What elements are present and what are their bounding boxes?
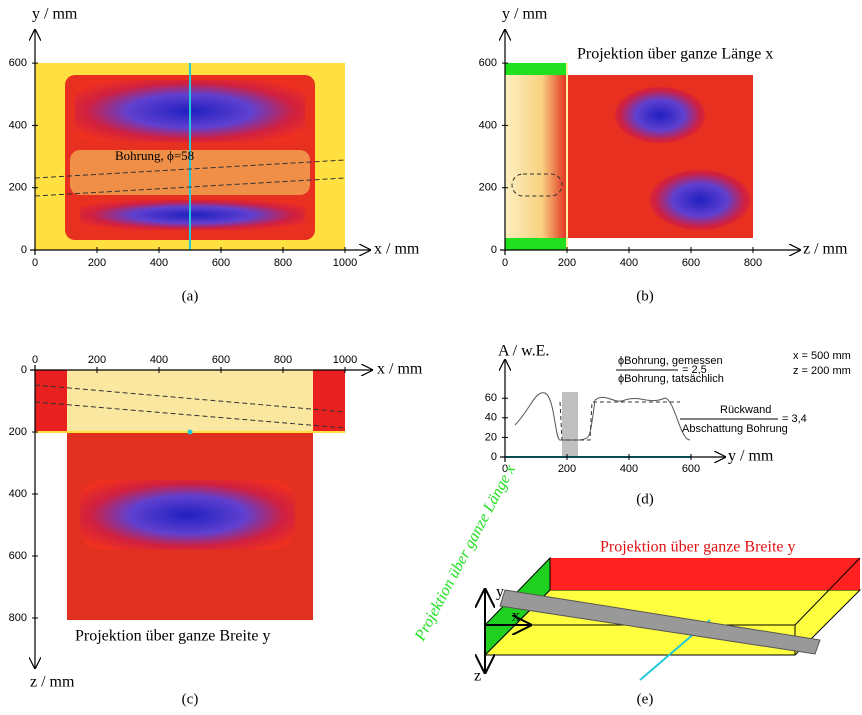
x-tick-label: 0: [32, 354, 38, 366]
y-tick-label: 200: [9, 426, 27, 438]
x-tick-label: 1000: [333, 257, 357, 269]
signal-curve: [514, 392, 691, 441]
x-tick-label: 0: [502, 463, 508, 475]
caption: (b): [636, 288, 654, 304]
heatmap: [650, 170, 750, 230]
heatmap: [80, 480, 295, 550]
x-tick-label: 400: [620, 463, 638, 475]
bore-rod: [499, 589, 821, 655]
x-tick-label: 600: [212, 257, 230, 269]
projection-label: Projektion über ganze Breite y: [600, 539, 796, 556]
panel-title: Projektion über ganze Breite y: [75, 628, 271, 645]
x-tick-label: 400: [620, 257, 638, 269]
heatmap: [505, 63, 567, 250]
bore-edge: [34, 159, 346, 179]
annotation: ϕBohrung, gemessen: [618, 355, 723, 367]
axis-label: y / mm: [728, 448, 774, 465]
panel-b: y / mm z / mm Projektion über ganze Läng…: [479, 6, 848, 305]
axis-label: z / mm: [803, 241, 848, 258]
y-tick-label: 40: [485, 412, 497, 424]
heatmap: [67, 370, 313, 432]
heatmap: [615, 87, 705, 143]
x-tick-label: 200: [88, 257, 106, 269]
x-tick-label: 600: [682, 257, 700, 269]
annotation: Bohrung, ϕ=58: [115, 148, 194, 163]
marker-bar: [505, 63, 567, 75]
parameter: z = 200 mm: [793, 365, 851, 377]
bore-edge: [34, 177, 346, 197]
y-tick-label: 600: [9, 550, 27, 562]
annotation: Abschattung Bohrung: [682, 423, 788, 435]
marker-bar: [35, 370, 67, 432]
x-tick-label: 200: [88, 354, 106, 366]
annotation: Rückwand: [720, 404, 771, 416]
caption: (e): [637, 691, 654, 707]
y-tick-label: 60: [485, 392, 497, 404]
y-tick-label: 200: [479, 182, 497, 194]
x-tick-label: 600: [212, 354, 230, 366]
annotation: ϕBohrung, tatsächlich: [618, 373, 724, 385]
axis-label: x / mm: [377, 361, 423, 378]
axis-label: y / mm: [502, 6, 548, 23]
axis-label: A / w.E.: [498, 343, 549, 360]
model-curve: [559, 401, 680, 441]
x-tick-label: 200: [558, 463, 576, 475]
y-tick-label: 400: [479, 119, 497, 131]
x-tick-label: 400: [150, 354, 168, 366]
y-tick-label: 0: [491, 244, 497, 256]
axis-label: y / mm: [32, 6, 78, 23]
x-tick-label: 800: [274, 257, 292, 269]
bore-outline: [511, 173, 563, 197]
panel-d: A / w.E. y / mm x = 500 mm z = 200 mm ϕB…: [485, 343, 851, 508]
panel-title: Projektion über ganze Länge x: [577, 46, 773, 63]
marker-bar: [313, 370, 345, 432]
y-tick-label: 600: [479, 57, 497, 69]
y-tick-label: 600: [9, 57, 27, 69]
x-tick-label: 200: [558, 257, 576, 269]
caption: (d): [636, 491, 654, 507]
axis-label: x / mm: [374, 241, 420, 258]
y-tick-label: 400: [9, 119, 27, 131]
x-tick-label: 800: [744, 257, 762, 269]
y-tick-label: 0: [491, 451, 497, 463]
x-tick-label: 800: [274, 354, 292, 366]
annotation: = 3,4: [782, 413, 807, 425]
axis-label: y: [496, 584, 504, 601]
axis-label: x: [512, 608, 520, 625]
x-tick-label: 0: [502, 257, 508, 269]
parameter: x = 500 mm: [793, 350, 851, 362]
bore-edge: [34, 384, 346, 413]
marker-bar: [505, 238, 567, 250]
x-tick-label: 400: [150, 257, 168, 269]
bore-edge: [34, 401, 346, 429]
axis-label: z: [474, 668, 481, 685]
panel-a: y / mm x / mm Bohrung, ϕ=58 (a) 0 200 400 6…: [9, 6, 420, 305]
caption: (a): [182, 288, 199, 304]
panel-c: z / mm x / mm Projektion über ganze Brei…: [9, 354, 423, 708]
x-tick-label: 600: [682, 463, 700, 475]
box-back: [550, 558, 860, 590]
y-tick-label: 0: [21, 364, 27, 376]
annotation: = 2,5: [682, 364, 707, 376]
bore-region: [562, 392, 578, 457]
y-tick-label: 200: [9, 182, 27, 194]
y-tick-label: 400: [9, 488, 27, 500]
x-tick-label: 0: [32, 257, 38, 269]
y-tick-label: 20: [485, 431, 497, 443]
heatmap: [80, 200, 305, 230]
y-tick-label: 800: [9, 612, 27, 624]
x-tick-label: 1000: [333, 354, 357, 366]
y-tick-label: 0: [21, 244, 27, 256]
axis-label: z / mm: [30, 674, 75, 691]
cut-point: [187, 429, 193, 435]
caption: (c): [182, 691, 199, 707]
